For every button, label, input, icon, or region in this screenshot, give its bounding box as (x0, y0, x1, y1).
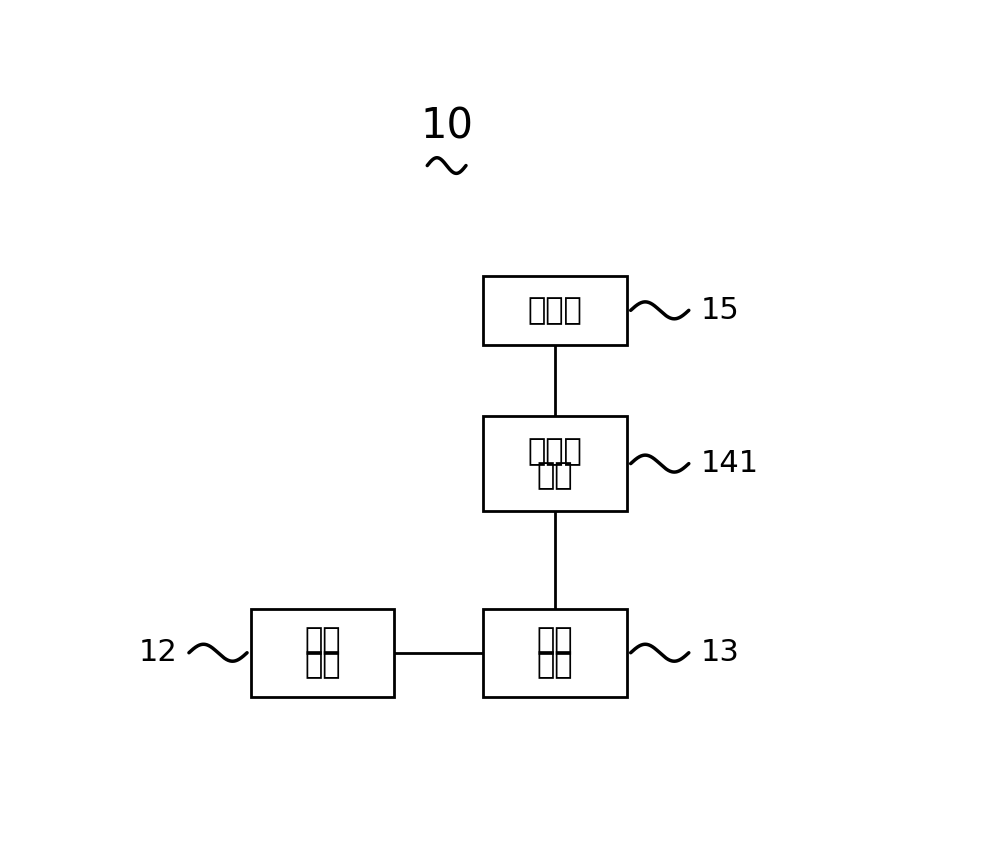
Text: 15: 15 (700, 296, 739, 325)
Bar (251, 609, 394, 697)
Text: 机构: 机构 (537, 650, 573, 679)
Text: 上位机: 上位机 (528, 296, 582, 325)
Text: 机构: 机构 (304, 650, 341, 679)
Text: 滑动: 滑动 (304, 627, 341, 656)
Text: 霏尔传: 霏尔传 (528, 437, 582, 467)
Text: 感器: 感器 (537, 461, 573, 490)
Text: 13: 13 (700, 639, 739, 667)
Text: 10: 10 (420, 105, 473, 147)
Bar (483, 417, 627, 511)
Text: 12: 12 (139, 639, 177, 667)
Text: 摆臂: 摆臂 (537, 627, 573, 656)
Text: 141: 141 (700, 449, 759, 478)
Bar (483, 609, 627, 697)
Bar (483, 276, 627, 345)
